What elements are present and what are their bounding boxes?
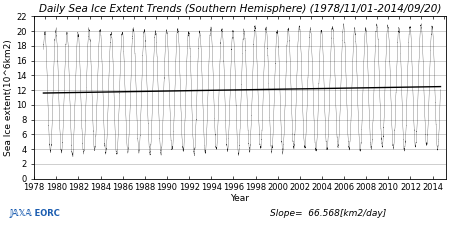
Title: Daily Sea Ice Extent Trends (Southern Hemisphere) (1978/11/01-2014/09/20): Daily Sea Ice Extent Trends (Southern He… xyxy=(39,4,441,14)
X-axis label: Year: Year xyxy=(230,194,249,203)
Y-axis label: Sea Ice extent(10^6km2): Sea Ice extent(10^6km2) xyxy=(4,39,13,156)
Text: 𝕁𝔸𝕏𝔸 EORC: 𝕁𝔸𝕏𝔸 EORC xyxy=(9,209,60,218)
Text: Slope=  66.568[km2/day]: Slope= 66.568[km2/day] xyxy=(270,209,386,218)
